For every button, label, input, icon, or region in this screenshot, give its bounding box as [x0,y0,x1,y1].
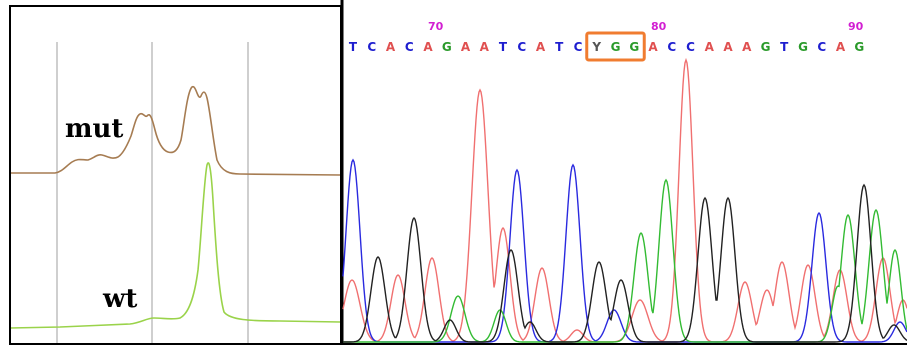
mut-label: mut [65,114,123,144]
base-call-letter: C [817,40,826,54]
position-number-90: 90 [848,20,864,33]
base-call-letter: A [386,40,396,54]
base-call-letter: A [480,40,490,54]
trace-a [342,57,907,343]
base-call-letter: T [780,40,789,54]
trace-g [343,178,907,343]
base-call-letter: C [517,40,526,54]
base-call-letter: A [423,40,433,54]
base-call-letter: C [667,40,676,54]
base-call-letter: C [367,40,376,54]
base-call-letter: G [611,40,621,54]
highlight-box [585,31,646,62]
trace-t [343,183,907,343]
base-call-letter: A [723,40,733,54]
base-call-letter: T [555,40,564,54]
trace-c [342,158,907,343]
base-call-letter: G [629,40,639,54]
base-call-letter: G [761,40,771,54]
base-call-letter: Y [591,40,601,54]
base-call-letter: A [648,40,658,54]
wt-label: wt [102,284,137,314]
position-number-70: 70 [428,20,444,33]
base-call-letter: T [349,40,358,54]
mut-trace [10,85,341,176]
base-call-letter: A [742,40,752,54]
base-call-letter: G [442,40,452,54]
wt-trace [9,162,341,329]
base-call-letter: A [705,40,715,54]
base-call-letter: A [461,40,471,54]
base-call-letter: C [686,40,695,54]
left-panel: mut wt [9,42,341,345]
base-call-letter: G [798,40,808,54]
base-call-letter: A [836,40,846,54]
sequence-traces [342,57,907,343]
base-call-letter: T [499,40,508,54]
base-call-letter: G [854,40,864,54]
base-call-letter: C [405,40,414,54]
position-number-80: 80 [651,20,667,33]
base-call-letter: C [574,40,583,54]
base-call-letter: A [536,40,546,54]
